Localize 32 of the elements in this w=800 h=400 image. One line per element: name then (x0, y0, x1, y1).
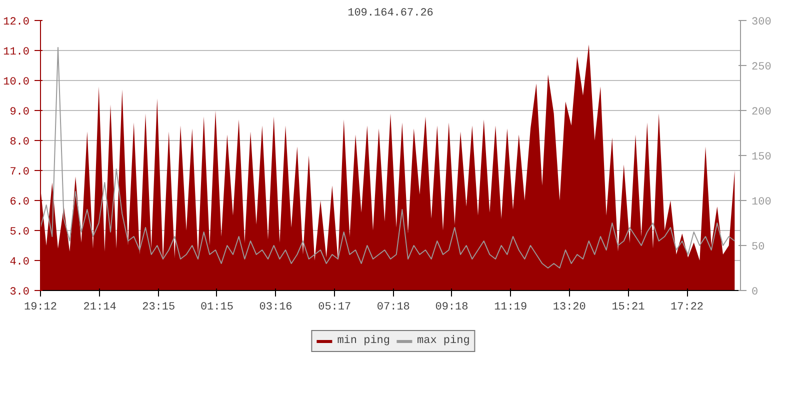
y-tick-label: 7.0 (10, 166, 30, 178)
y-tick-label: 11.0 (3, 46, 30, 58)
y2-tick-label: 50 (752, 242, 765, 254)
y2-tick-label: 300 (752, 16, 772, 28)
y2-tick-label: 200 (752, 106, 772, 118)
x-tick-label: 13:20 (552, 302, 586, 314)
chart-title: 109.164.67.26 (348, 8, 434, 20)
x-tick-label: 21:14 (83, 302, 117, 314)
x-tick-label: 15:21 (612, 302, 646, 314)
x-tick-label: 05:17 (318, 302, 352, 314)
x-tick-label: 09:18 (435, 302, 468, 314)
y-tick-label: 5.0 (10, 226, 30, 238)
y-tick-label: 6.0 (10, 196, 30, 208)
x-tick-label: 19:12 (24, 302, 58, 314)
legend-label: max ping (417, 335, 470, 347)
y-tick-label: 12.0 (3, 16, 30, 28)
y2-tick-label: 250 (752, 62, 772, 74)
y2-tick-label: 100 (752, 196, 772, 208)
x-tick-label: 23:15 (142, 302, 176, 314)
y2-tick-label: 150 (752, 152, 772, 164)
y-tick-label: 10.0 (3, 76, 30, 88)
y-tick-label: 8.0 (10, 136, 30, 148)
x-tick-label: 03:16 (259, 302, 292, 314)
y-tick-label: 4.0 (10, 256, 30, 268)
x-tick-label: 11:19 (494, 302, 528, 314)
x-tick-label: 07:18 (376, 302, 410, 314)
legend-label: min ping (337, 335, 390, 347)
y2-tick-label: 0 (752, 286, 758, 298)
x-tick-label: 01:15 (200, 302, 234, 314)
y-tick-label: 9.0 (10, 106, 30, 118)
y-tick-label: 3.0 (10, 286, 30, 298)
x-tick-label: 17:22 (670, 302, 704, 314)
